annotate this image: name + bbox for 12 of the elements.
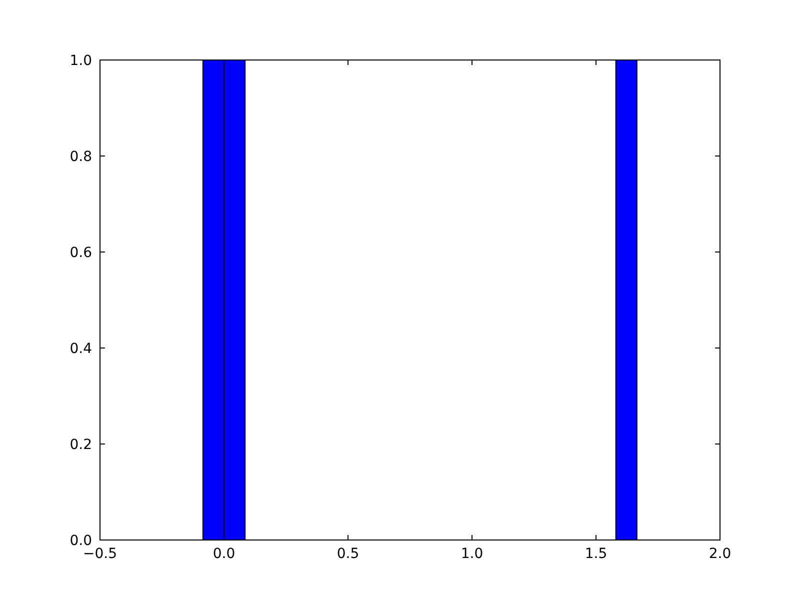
y-tick-label: 0.0 <box>70 532 92 549</box>
y-tick-label: 0.4 <box>70 340 92 357</box>
x-tick-label: 2.0 <box>708 546 732 562</box>
x-tick-label: −0.5 <box>83 546 117 562</box>
x-tick-label: 0.0 <box>212 546 236 562</box>
x-tick-label: 1.5 <box>584 546 608 562</box>
y-tick-label: 1.0 <box>70 52 92 69</box>
y-tick-label: 0.6 <box>70 244 92 261</box>
x-tick-label: 0.5 <box>336 546 360 562</box>
y-tick-label: 0.8 <box>70 148 92 165</box>
y-tick-label: 0.2 <box>70 436 92 453</box>
x-tick-label: 1.0 <box>460 546 484 562</box>
